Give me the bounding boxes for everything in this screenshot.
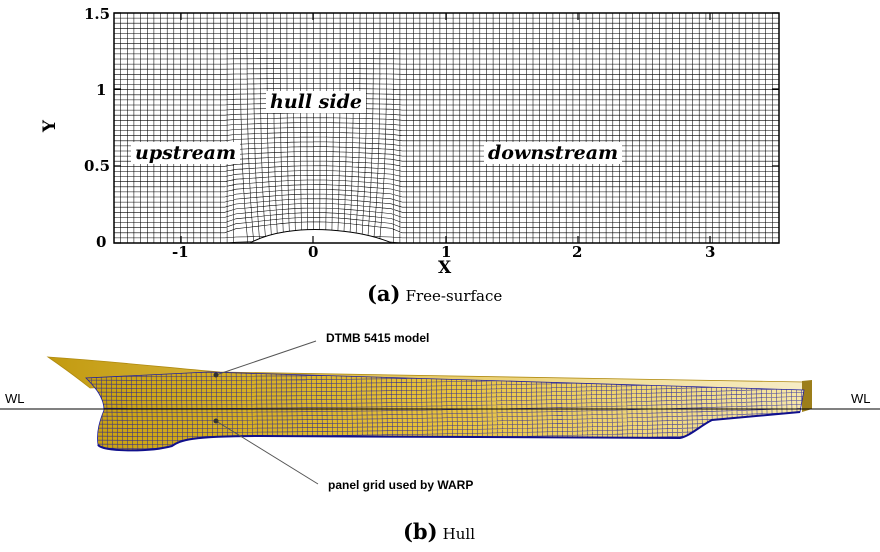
waterline-label-right: WL — [851, 391, 871, 406]
y-axis-label: Y — [40, 119, 61, 133]
callout-grid-leader — [215, 420, 319, 485]
y-tick-label: 0 — [96, 233, 107, 251]
hull-transom — [802, 380, 812, 412]
x-tick-label: 3 — [705, 243, 716, 261]
tick-marks — [114, 12, 779, 244]
hull-waterline-cutout — [249, 229, 393, 244]
caption-a: (a) Free-surface — [367, 281, 502, 306]
x-tick-label: 1 — [441, 243, 452, 261]
free-surface-mesh — [113, 12, 780, 244]
axis-ticks — [114, 12, 779, 244]
x-axis-label: X — [438, 258, 452, 278]
x-tick-label: 0 — [308, 243, 319, 261]
caption-a-text: Free-surface — [405, 287, 503, 305]
region-label-upstream: upstream — [131, 142, 241, 164]
y-tick-label: 1 — [96, 81, 107, 99]
x-tick-label: -1 — [172, 243, 189, 261]
callout-grid-dot — [213, 418, 219, 424]
waterline-label-left: WL — [5, 391, 25, 406]
y-tick-label: 0.5 — [84, 157, 111, 175]
mesh-lines — [113, 12, 780, 244]
region-label-hull-side: hull side — [266, 91, 366, 113]
callout-model-label: DTMB 5415 model — [326, 331, 430, 345]
hull-model — [46, 356, 812, 452]
callout-grid-label: panel grid used by WARP — [328, 478, 474, 492]
caption-b-letter: (b) — [403, 519, 438, 544]
caption-b: (b) Hull — [403, 519, 475, 544]
y-tick-label: 1.5 — [84, 5, 111, 23]
region-label-downstream: downstream — [484, 142, 623, 164]
x-tick-label: 2 — [572, 243, 583, 261]
caption-a-letter: (a) — [367, 281, 401, 306]
callout-model-dot — [213, 372, 219, 378]
caption-b-text: Hull — [442, 525, 475, 543]
keel-line — [97, 411, 801, 452]
callout-model-leader — [215, 340, 317, 376]
